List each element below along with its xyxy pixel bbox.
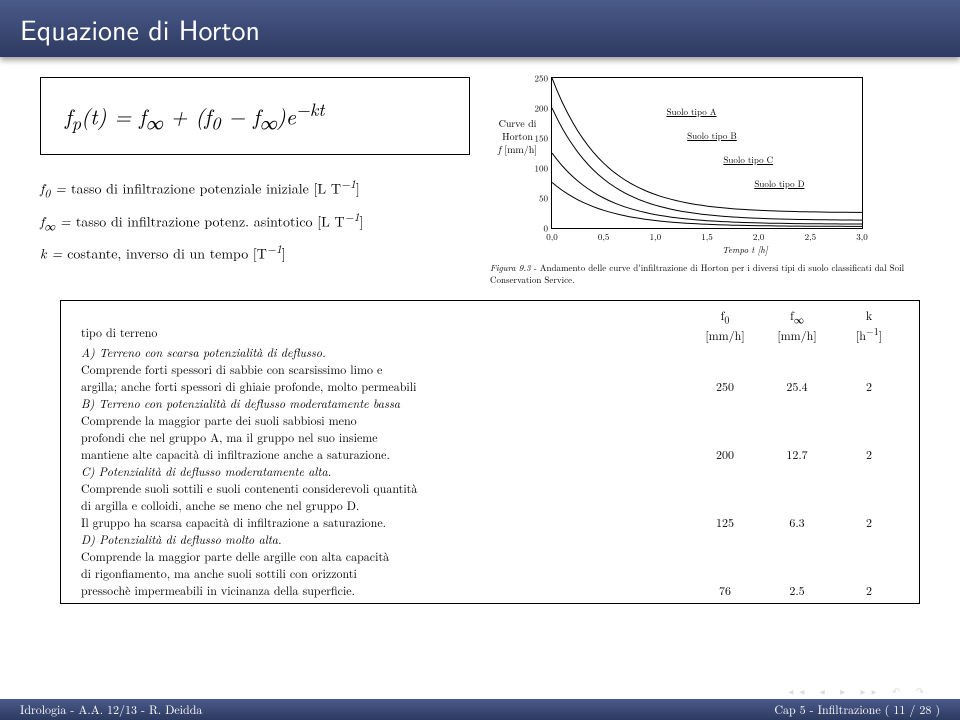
footer-right: Cap 5 - Infiltrazione ( 11 / 28 )	[774, 701, 940, 718]
figure-box: Curve di Hortonf [mm/h] 0501001502002500…	[490, 77, 940, 285]
chart-xtick: 0,5	[598, 228, 610, 243]
chart-curve-label: Suolo tipo D	[754, 177, 804, 190]
chart-ytick: 100	[534, 162, 552, 175]
col-k: k[h−1]	[833, 307, 905, 344]
nav-next-icon[interactable]: ▸	[840, 684, 851, 698]
cell-f0: 76	[689, 531, 761, 599]
formula-defs: f0 = tasso di infiltrazione potenziale i…	[40, 173, 470, 268]
chart-xtick: 0,0	[546, 228, 558, 243]
cell-finf: 6.3	[761, 463, 833, 531]
cell-k: 2	[833, 344, 905, 395]
formula-def: f∞ = tasso di infiltrazione potenz. asin…	[40, 206, 470, 239]
nav-first-icon[interactable]: ◂◂	[788, 684, 810, 698]
table-row: A) Terreno con scarsa potenzialità di de…	[75, 344, 905, 395]
chart-xtick: 1,0	[650, 228, 662, 243]
formula-main: fp(t) = f∞ + (f0 − f∞)e−kt	[40, 77, 470, 155]
chart-xtick: 2,0	[753, 228, 765, 243]
chart-ytick: 50	[539, 192, 552, 205]
upper-row: fp(t) = f∞ + (f0 − f∞)e−kt f0 = tasso di…	[0, 57, 960, 295]
chart-ytick: 250	[534, 72, 552, 85]
table-header-row: tipo di terrenof0[mm/h]f∞[mm/h]k[h−1]	[75, 307, 905, 344]
chart-xtick: 3,0	[856, 228, 868, 243]
soil-table: tipo di terrenof0[mm/h]f∞[mm/h]k[h−1]A) …	[60, 300, 920, 604]
chart-ytick: 200	[534, 102, 552, 115]
chart-ytick: 150	[534, 132, 552, 145]
cell-finf: 25.4	[761, 344, 833, 395]
table-row: D) Potenzialità di deflusso molto alta.C…	[75, 531, 905, 599]
formula-box: fp(t) = f∞ + (f0 − f∞)e−kt f0 = tasso di…	[40, 77, 470, 285]
table-row: C) Potenzialità di deflusso moderatament…	[75, 463, 905, 531]
cell-finf: 12.7	[761, 395, 833, 463]
cell-finf: 2.5	[761, 531, 833, 599]
col-finf: f∞[mm/h]	[761, 307, 833, 344]
nav-icons: ◂◂ ◂ ▸ ▸▸ ↶ ↷	[788, 684, 930, 698]
figure-caption-text: - Andamento delle curve d'infiltrazione …	[490, 261, 904, 286]
cell-desc: C) Potenzialità di deflusso moderatament…	[75, 463, 689, 531]
cell-f0: 125	[689, 463, 761, 531]
nav-redo-icon[interactable]: ↷	[916, 684, 930, 698]
cell-desc: D) Potenzialità di deflusso molto alta.C…	[75, 531, 689, 599]
cell-k: 2	[833, 531, 905, 599]
cell-f0: 200	[689, 395, 761, 463]
cell-k: 2	[833, 463, 905, 531]
nav-undo-icon[interactable]: ↶	[892, 684, 906, 698]
col-f0: f0[mm/h]	[689, 307, 761, 344]
cell-k: 2	[833, 395, 905, 463]
cell-desc: B) Terreno con potenzialità di deflusso …	[75, 395, 689, 463]
nav-prev-icon[interactable]: ◂	[820, 684, 831, 698]
chart-caption: Figura 9.3 - Andamento delle curve d'inf…	[490, 262, 940, 285]
chart-curve-label: Suolo tipo C	[723, 153, 773, 166]
cell-f0: 250	[689, 344, 761, 395]
horton-chart: 0501001502002500,00,51,01,52,02,53,0Suol…	[551, 77, 863, 229]
col-tipo: tipo di terreno	[75, 307, 689, 344]
chart-curve-label: Suolo tipo B	[687, 129, 737, 142]
formula-def: k = costante, inverso di un tempo [T−1]	[40, 238, 470, 268]
footer-left: Idrologia - A.A. 12/13 - R. Deidda	[20, 701, 202, 718]
cell-desc: A) Terreno con scarsa potenzialità di de…	[75, 344, 689, 395]
chart-xlabel: Tempo t [h]	[550, 243, 940, 256]
nav-last-icon[interactable]: ▸▸	[860, 684, 882, 698]
footer: Idrologia - A.A. 12/13 - R. Deidda Cap 5…	[0, 699, 960, 720]
chart-ylabel: Curve di Hortonf [mm/h]	[490, 77, 545, 229]
chart-xtick: 2,5	[805, 228, 817, 243]
chart-xtick: 1,5	[701, 228, 713, 243]
formula-def: f0 = tasso di infiltrazione potenziale i…	[40, 173, 470, 206]
table-row: B) Terreno con potenzialità di deflusso …	[75, 395, 905, 463]
slide-title: Equazione di Horton	[0, 0, 960, 57]
chart-curve-label: Suolo tipo A	[667, 105, 717, 118]
